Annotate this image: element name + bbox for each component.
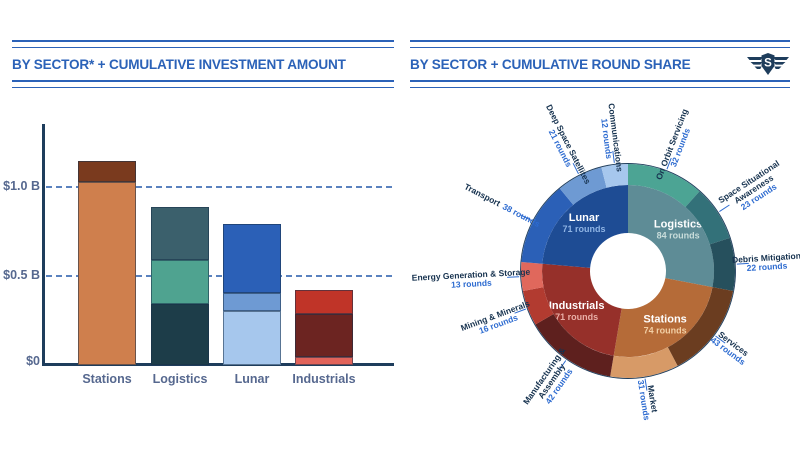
- callout-label-transport: Transport38 rounds: [463, 181, 542, 229]
- sector-label-logistics: Logistics 84 rounds: [654, 219, 702, 241]
- callout-label-mining-minerals: Mining & Minerals16 rounds: [459, 298, 534, 341]
- callout-line-services: [715, 335, 726, 344]
- bar-chart: $1.0 B $0.5 B $0 Stations Logistics Lunar Indu…: [3, 124, 394, 386]
- callout-line-transport: [520, 214, 532, 221]
- sector-label-industrials: Industrials 71 rounds: [549, 300, 605, 322]
- x-axis-label-stations: Stations: [82, 372, 132, 386]
- callout-line-communications: [612, 150, 615, 163]
- right-chart-title: BY SECTOR + CUMULATIVE ROUND SHARE: [410, 56, 691, 72]
- y-axis-line: [42, 124, 45, 366]
- callout-line-energy-generation-storage: [507, 276, 520, 278]
- logo-letter: S: [764, 58, 772, 70]
- x-axis-line: [42, 363, 394, 366]
- bar-segment-logistics-0: [151, 304, 209, 365]
- sunburst-subsector-transport: [521, 188, 574, 264]
- callout-label-market: Market31 rounds: [636, 378, 661, 421]
- sector-label-lunar: Lunar 71 rounds: [562, 212, 605, 234]
- y-tick-label: $0: [26, 354, 40, 368]
- bar-segment-lunar-0: [223, 311, 281, 365]
- sunburst-subsector-on-orbit-servicing: [628, 164, 700, 207]
- bar-segment-lunar-1: [223, 293, 281, 311]
- header-rule-bottom: [410, 80, 790, 88]
- sunburst-subsector-market: [610, 347, 678, 378]
- winged-s-logo-icon: S: [747, 53, 789, 75]
- sunburst-subsector-space-situational-awareness: [685, 191, 730, 245]
- sunburst-subsector-services: [667, 287, 734, 366]
- bar-segment-lunar-2: [223, 224, 281, 293]
- header-rule-top: [410, 40, 790, 48]
- sunburst-subsector-debris-mitigation: [709, 237, 736, 292]
- header-rule-top: [12, 40, 394, 48]
- gridline-1: [46, 186, 392, 188]
- callout-line-deep-space-satellites: [572, 162, 579, 175]
- x-axis-label-logistics: Logistics: [152, 372, 208, 386]
- sunburst-subsector-deep-space-satellites: [559, 167, 607, 205]
- callout-label-space-situational-awareness: Space SituationalAwareness23 rounds: [716, 158, 791, 220]
- right-panel-header: BY SECTOR + CUMULATIVE ROUND SHARE S: [410, 40, 790, 88]
- sunburst-subsector-energy-generation-storage: [520, 262, 544, 292]
- callout-line-debris-mitigation: [736, 262, 749, 265]
- sunburst-sector-lunar: [542, 185, 628, 268]
- x-axis-label-lunar: Lunar: [234, 372, 270, 386]
- callout-label-communications: Communications12 rounds: [597, 103, 625, 174]
- y-tick-label: $1.0 B: [3, 179, 40, 193]
- header-rule-bottom: [12, 80, 394, 88]
- y-tick-label: $0.5 B: [3, 268, 40, 282]
- callout-line-on-orbit-servicing: [666, 157, 672, 170]
- bar-segment-stations-0: [78, 182, 136, 365]
- bar-segment-industrials-1: [295, 314, 353, 357]
- sunburst-sector-stations: [613, 278, 713, 357]
- callout-label-on-orbit-servicing: On Orbit Servicing32 rounds: [654, 107, 699, 184]
- callout-line-space-situational-awareness: [719, 204, 730, 212]
- callout-label-debris-mitigation: Debris Mitigation22 rounds: [732, 251, 800, 274]
- sunburst-subsector-communications: [601, 164, 628, 188]
- sunburst-subsector-manufacturing-assembly: [535, 314, 614, 377]
- callout-label-deep-space-satellites: Deep Space Satellites21 rounds: [536, 103, 593, 190]
- bar-segment-industrials-2: [295, 290, 353, 314]
- sector-label-stations: Stations 74 rounds: [643, 313, 686, 335]
- sunburst-sector-industrials: [542, 263, 622, 356]
- sunburst-sector-logistics: [628, 185, 714, 288]
- callout-line-manufacturing-assembly: [558, 360, 567, 371]
- left-panel-header: BY SECTOR* + CUMULATIVE INVESTMENT AMOUN…: [12, 40, 394, 88]
- bar-segment-logistics-1: [151, 260, 209, 304]
- left-chart-title: BY SECTOR* + CUMULATIVE INVESTMENT AMOUN…: [12, 56, 346, 72]
- bar-segment-stations-1: [78, 161, 136, 182]
- sunburst-outline: [520, 163, 736, 379]
- x-axis-label-industrials: Industrials: [292, 372, 356, 386]
- sunburst-subsector-mining-minerals: [522, 287, 554, 325]
- bar-segment-industrials-0: [295, 357, 353, 365]
- callout-line-market: [644, 378, 648, 391]
- gridline-0.5: [46, 275, 392, 277]
- callout-label-energy-generation-storage: Energy Generation & Storage13 rounds: [412, 267, 532, 292]
- bar-segment-logistics-2: [151, 207, 209, 260]
- callout-line-mining-minerals: [514, 308, 527, 314]
